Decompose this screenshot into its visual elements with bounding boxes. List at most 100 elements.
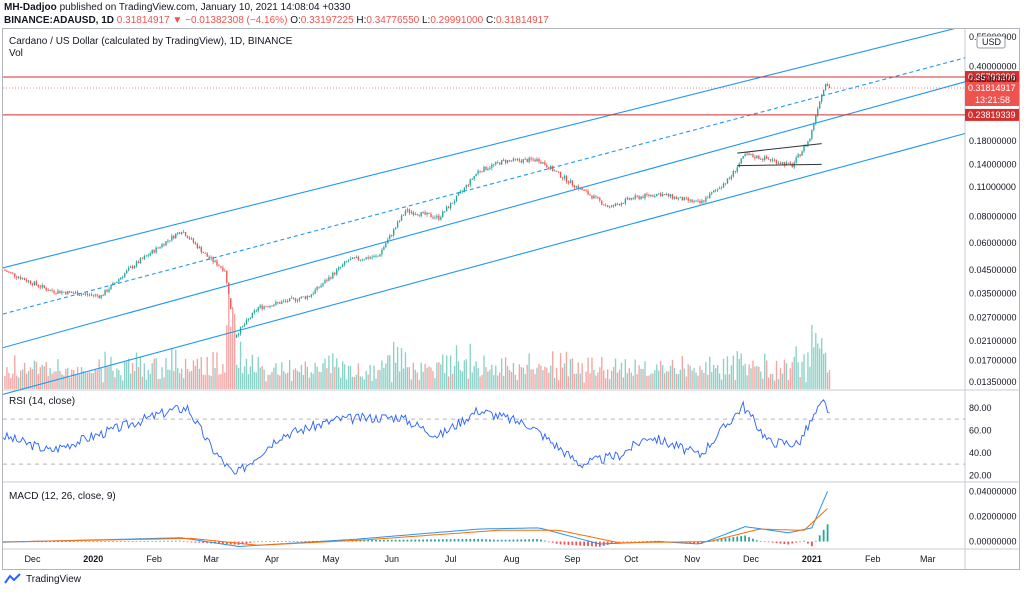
volume-bar <box>762 378 764 389</box>
macd-histogram-bar <box>555 541 558 544</box>
volume-bar <box>481 374 483 389</box>
macd-histogram-bar <box>622 541 625 543</box>
volume-bar <box>420 362 422 389</box>
volume-bar <box>39 367 41 389</box>
volume-bar <box>607 369 609 389</box>
time-axis-label: Aug <box>503 554 519 564</box>
symbol-name: BINANCE:ADAUSD, 1D <box>4 15 115 26</box>
candle-body <box>267 306 269 308</box>
candle-body <box>685 197 687 199</box>
time-axis-label: Sep <box>564 554 580 564</box>
candle-body <box>355 257 358 259</box>
candle-body <box>328 277 330 281</box>
candle-body <box>573 185 575 188</box>
candle-body <box>190 238 193 240</box>
volume-bar <box>127 358 130 389</box>
volume-bar <box>540 365 542 389</box>
candle-body <box>175 233 177 239</box>
volume-bar <box>271 372 273 389</box>
candle-body <box>646 193 648 195</box>
candle-body <box>614 203 617 207</box>
candle-body <box>762 158 764 160</box>
volume-bar <box>137 366 140 389</box>
volume-bar <box>206 356 208 389</box>
volume-bar <box>622 377 625 389</box>
candle-body <box>90 294 93 296</box>
volume-bar <box>418 380 420 389</box>
volume-bar <box>461 371 464 389</box>
volume-bar <box>269 374 271 389</box>
volume-bar <box>771 373 774 389</box>
time-axis-label: Feb <box>865 554 881 564</box>
candle-body <box>502 159 505 161</box>
volume-bar <box>12 373 14 389</box>
macd-histogram-bar <box>53 541 55 543</box>
volume-bar <box>766 360 768 389</box>
level-price-tag <box>965 71 1019 84</box>
candle-body <box>675 196 678 199</box>
volume-bar <box>122 380 124 389</box>
volume-bar <box>25 373 28 389</box>
candle-body <box>634 195 636 199</box>
macd-histogram-bar <box>496 539 499 542</box>
volume-bar <box>259 367 261 389</box>
candle-body <box>126 270 128 274</box>
candle-body <box>779 162 782 164</box>
macd-histogram-bar <box>767 541 770 543</box>
candle-body <box>408 209 411 213</box>
volume-bar <box>171 348 173 389</box>
tradingview-footer[interactable]: TradingView <box>4 573 81 585</box>
volume-bar <box>636 374 638 389</box>
volume-bar <box>707 374 709 389</box>
candle-body <box>769 159 772 161</box>
volume-bar <box>173 370 175 389</box>
macd-histogram-bar <box>516 539 519 542</box>
candle-body <box>597 196 599 199</box>
volume-bar <box>687 364 689 389</box>
volume-bar <box>624 359 627 389</box>
candle-body <box>550 166 552 170</box>
candle-body <box>127 267 130 271</box>
macd-histogram-bar <box>748 537 750 542</box>
volume-bar <box>471 372 473 389</box>
candle-body <box>673 196 676 199</box>
volume-bar <box>432 370 434 389</box>
macd-histogram-bar <box>732 537 735 542</box>
candle-body <box>713 190 715 193</box>
candle-body <box>304 296 307 299</box>
volume-bar <box>61 374 63 389</box>
volume-bar <box>442 354 444 389</box>
candle-body <box>394 227 397 230</box>
candle-body <box>612 205 615 207</box>
candle-body <box>200 247 202 253</box>
candle-body <box>259 305 261 308</box>
candle-body <box>322 283 324 286</box>
candle-body <box>654 196 656 198</box>
tradingview-brand: TradingView <box>26 573 82 585</box>
candle-body <box>78 295 81 296</box>
channel-line <box>3 57 966 315</box>
volume-bar <box>43 366 45 389</box>
candle-body <box>720 187 723 189</box>
candle-body <box>607 205 609 208</box>
candle-body <box>813 123 815 130</box>
macd-histogram-bar <box>410 539 413 542</box>
candle-body <box>129 266 132 268</box>
volume-bar <box>381 360 383 389</box>
chart-canvas[interactable]: Cardano / US Dollar (calculated by Tradi… <box>3 29 1019 569</box>
candle-body <box>192 238 195 243</box>
candle-body <box>644 193 646 199</box>
candle-body <box>789 162 791 164</box>
volume-bar <box>84 372 87 389</box>
author-name[interactable]: MH-Dadjoo <box>4 2 57 13</box>
volume-bar <box>35 361 38 389</box>
candle-body <box>57 290 59 294</box>
candle-body <box>332 272 334 279</box>
candle-body <box>94 294 96 296</box>
macd-histogram-bar <box>449 539 452 542</box>
volume-bar <box>161 367 163 389</box>
candle-body <box>520 160 522 163</box>
rsi-tick-label: 60.00 <box>969 425 992 435</box>
macd-histogram-bar <box>642 541 644 542</box>
candle-body <box>510 160 513 162</box>
